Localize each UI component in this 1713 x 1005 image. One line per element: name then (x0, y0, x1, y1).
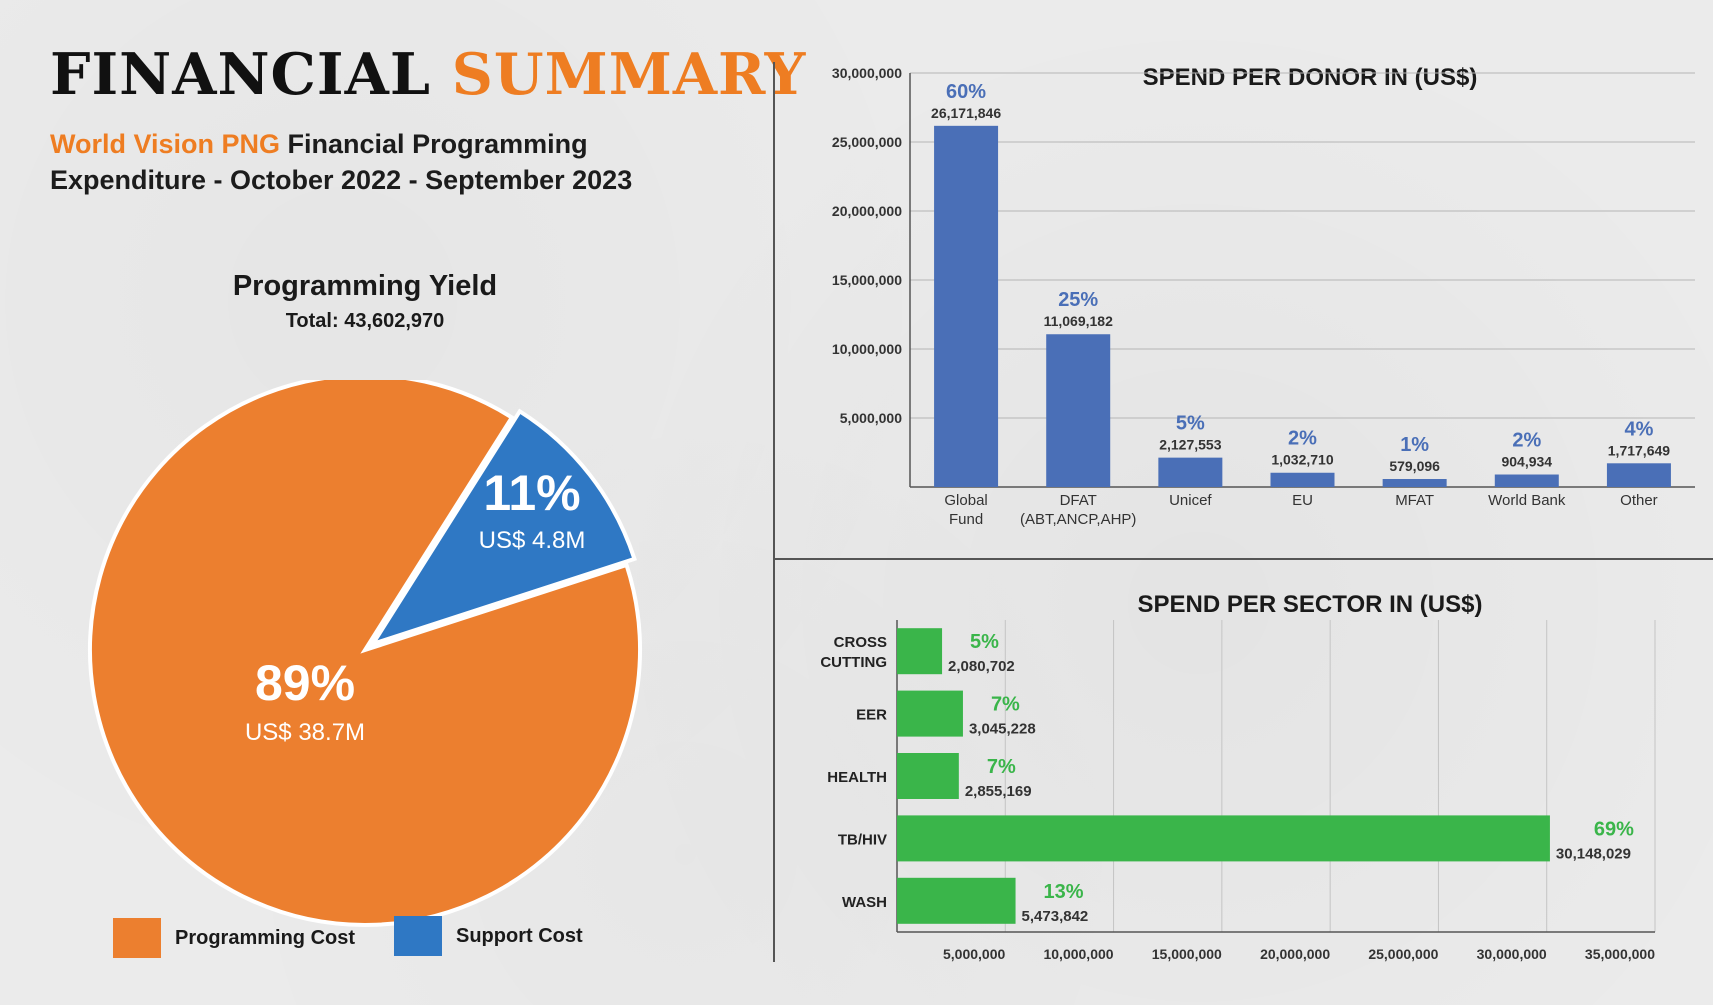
pie-amount-label: US$ 4.8M (479, 527, 586, 554)
donor-ytick-label: 20,000,000 (832, 203, 902, 219)
page-title: FINANCIAL SUMMARY (50, 46, 806, 103)
sector-percent-label: 7% (991, 694, 1020, 716)
pie-chart: 89% US$ 38.7M 11% US$ 4.8M (88, 380, 642, 927)
legend-programming-cost: Programming Cost (113, 918, 355, 958)
donor-percent-label: 25% (1058, 289, 1098, 311)
pie-percent-label: 11% (483, 465, 580, 521)
pie-chart-title: Programming Yield (232, 270, 498, 302)
donor-chart-title: SPEND PER DONOR IN (US$) (1142, 64, 1478, 91)
donor-bar (934, 125, 999, 487)
vertical-divider (773, 62, 775, 962)
sector-xtick-label: 5,000,000 (943, 946, 1005, 962)
donor-value-label: 1,717,649 (1608, 442, 1670, 458)
sector-value-label: 2,855,169 (965, 783, 1032, 800)
donor-percent-label: 60% (946, 81, 986, 103)
sector-category-label: CUTTING (820, 654, 887, 671)
title-part-financial: FINANCIAL (50, 41, 431, 108)
donor-category-label: Unicef (1169, 492, 1212, 509)
sector-value-label: 30,148,029 (1556, 845, 1631, 862)
sector-bar (897, 815, 1550, 862)
subtitle-line2: Expenditure - October 2022 - September 2… (50, 165, 633, 195)
donor-bar (1270, 472, 1335, 487)
sector-xtick-label: 30,000,000 (1477, 946, 1547, 962)
sector-category-label: WASH (842, 894, 887, 911)
sector-bar (897, 877, 1016, 924)
sector-chart-title: SPEND PER SECTOR IN (US$) (1137, 591, 1483, 618)
donor-value-label: 904,934 (1501, 454, 1552, 470)
sector-percent-label: 7% (987, 756, 1016, 778)
donor-value-label: 2,127,553 (1159, 437, 1221, 453)
sector-value-label: 5,473,842 (1022, 908, 1089, 925)
sector-value-label: 2,080,702 (948, 658, 1015, 675)
donor-ytick-label: 10,000,000 (832, 341, 902, 357)
sector-xtick-label: 15,000,000 (1152, 946, 1222, 962)
donor-percent-label: 4% (1624, 418, 1653, 440)
donor-ytick-label: 25,000,000 (832, 134, 902, 150)
donor-category-label: Other (1620, 492, 1658, 509)
sector-value-label: 3,045,228 (969, 721, 1036, 738)
donor-percent-label: 2% (1288, 428, 1317, 450)
donor-category-label: DFAT (1060, 492, 1097, 509)
donor-ytick-label: 30,000,000 (832, 65, 902, 81)
sector-category-label: CROSS (834, 634, 887, 651)
donor-value-label: 26,171,846 (931, 105, 1001, 121)
subtitle-line1-rest: Financial Programming (280, 129, 588, 159)
pie-amount-label: US$ 38.7M (245, 719, 365, 746)
sector-xtick-label: 20,000,000 (1260, 946, 1330, 962)
legend-label-programming: Programming Cost (175, 926, 356, 949)
donor-bar (1494, 474, 1559, 487)
sector-bar (897, 628, 943, 675)
donor-category-label: EU (1292, 492, 1313, 509)
donor-ytick-label: 5,000,000 (840, 410, 902, 426)
pie-chart-total: Total: 43,602,970 (285, 310, 445, 332)
sector-category-label: HEALTH (827, 769, 887, 786)
sector-xtick-label: 10,000,000 (1043, 946, 1113, 962)
horizontal-divider (773, 558, 1713, 560)
sector-percent-label: 69% (1594, 818, 1634, 840)
donor-ytick-label: 15,000,000 (832, 272, 902, 288)
sector-bar-chart: 5,000,000 10,000,000 15,000,000 20,000,000 2… (820, 620, 1656, 962)
sector-bar (897, 753, 959, 799)
donor-bar (1382, 479, 1447, 487)
donor-category-label: Global (944, 492, 987, 509)
donor-value-label: 579,096 (1389, 458, 1440, 474)
donor-bar (1606, 463, 1671, 487)
pie-slice-programming-cost (88, 380, 642, 927)
donor-bar-chart: 5,000,000 10,000,000 15,000,000 20,000,000 2… (832, 65, 1695, 528)
donor-value-label: 1,032,710 (1271, 452, 1333, 468)
sector-xtick-label: 25,000,000 (1368, 946, 1438, 962)
donor-bar (1158, 457, 1223, 487)
pie-slice-support-cost (368, 408, 637, 648)
sector-xtick-label: 35,000,000 (1585, 946, 1655, 962)
legend-swatch-programming (113, 918, 161, 958)
donor-percent-label: 1% (1400, 434, 1429, 456)
donor-percent-label: 5% (1176, 413, 1205, 435)
pie-percent-label: 89% (255, 655, 355, 711)
sector-percent-label: 5% (970, 631, 999, 653)
donor-category-label: (ABT,ANCP,AHP) (1020, 511, 1136, 528)
subtitle-org: World Vision PNG (50, 129, 281, 159)
legend-support-cost: Support Cost (394, 916, 583, 956)
donor-percent-label: 2% (1512, 430, 1541, 452)
donor-bar (1046, 334, 1111, 487)
sector-category-label: EER (856, 707, 887, 724)
sector-percent-label: 13% (1044, 881, 1084, 903)
donor-value-label: 11,069,182 (1044, 313, 1114, 329)
donor-category-label: Fund (949, 511, 983, 528)
sector-bar (897, 690, 963, 737)
legend-label-support: Support Cost (456, 924, 583, 947)
donor-category-label: MFAT (1395, 492, 1434, 509)
legend-swatch-support (394, 916, 442, 956)
title-part-summary: SUMMARY (451, 41, 807, 108)
page-subtitle: World Vision PNG Financial Programming E… (50, 126, 690, 198)
donor-category-label: World Bank (1488, 492, 1566, 509)
sector-category-label: TB/HIV (838, 831, 887, 848)
